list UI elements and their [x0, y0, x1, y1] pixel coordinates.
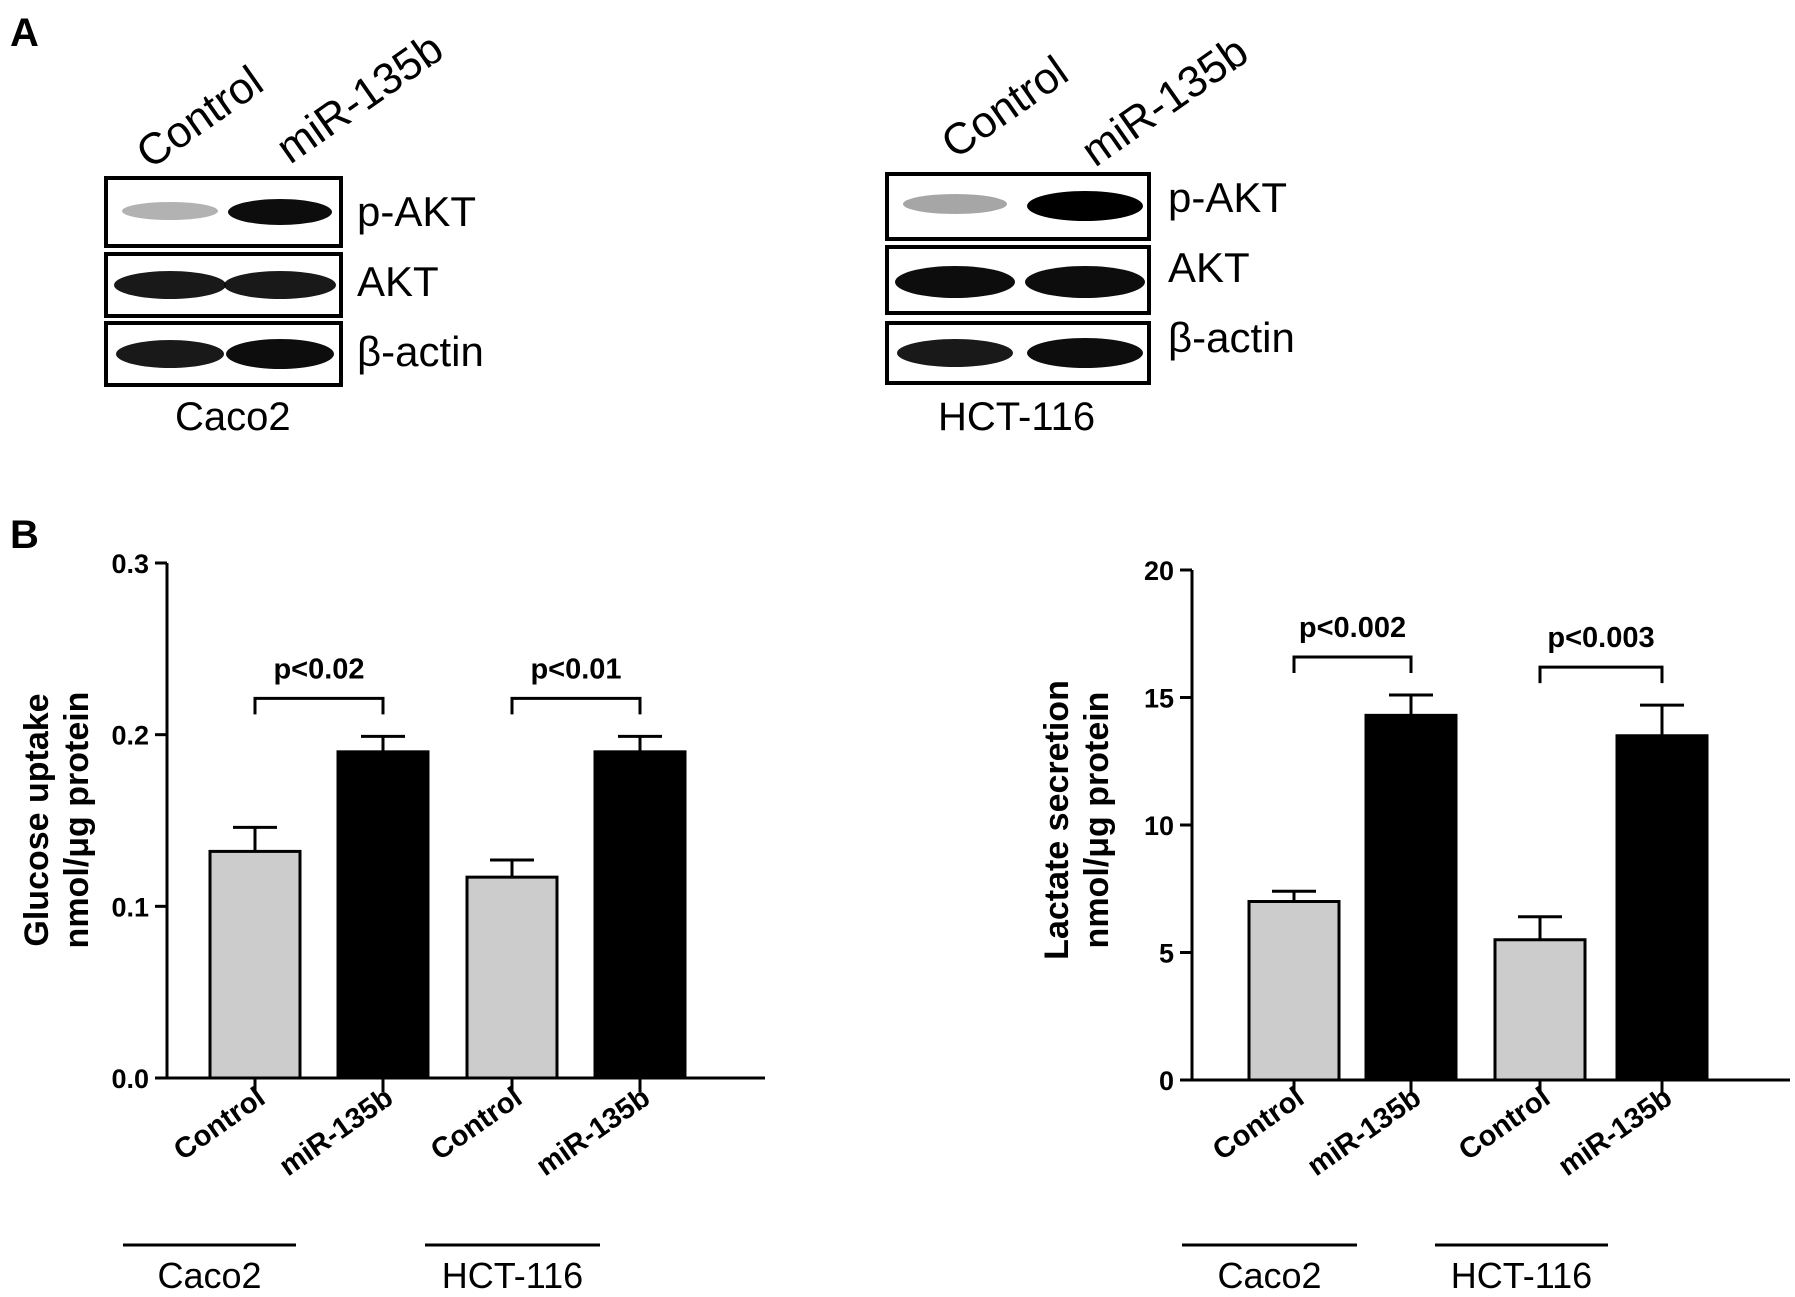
band-beta-actin-control [897, 339, 1013, 367]
band-p-akt-control [903, 194, 1007, 214]
y-tick-label: 20 [1144, 556, 1174, 586]
panel-b-letter: B [10, 513, 39, 557]
x-category-label: miR-135b [531, 1082, 656, 1183]
p-value-label: p<0.01 [530, 653, 621, 685]
bar [465, 875, 559, 1080]
y-axis-unit-label: nmol/μg protein [58, 692, 96, 949]
x-category-label: Control [1453, 1082, 1556, 1167]
group-label: Caco2 [1217, 1255, 1321, 1296]
band-beta-actin-mir-135b [226, 339, 334, 369]
band-akt-mir-135b [1025, 266, 1145, 298]
significance-bracket [1538, 665, 1664, 684]
x-category-label: miR-135b [1302, 1082, 1427, 1183]
y-tick-label: 0 [1159, 1066, 1174, 1096]
lane-label-control: Control [128, 57, 272, 178]
y-tick-label: 0.3 [111, 549, 149, 579]
x-category-label: Control [168, 1082, 271, 1167]
lane-label-mir-135b: miR-135b [1073, 27, 1257, 177]
y-tick-label: 0.1 [111, 892, 149, 922]
band-label-p-akt: p-AKT [1168, 174, 1287, 221]
y-axis-unit-label: nmol/μg protein [1078, 692, 1116, 949]
x-category-label: miR-135b [274, 1082, 399, 1183]
bar [1364, 713, 1458, 1082]
bar [593, 750, 687, 1080]
y-tick-label: 10 [1144, 811, 1174, 841]
glucose-uptake-chart: 0.0 0.1 0.2 0.3 Glucose uptake nmol/μg protei… [18, 549, 765, 1296]
lactate-secretion-chart: 0 5 10 15 20 Lactate secretion nmol/μg protein… [1038, 556, 1790, 1296]
significance-bracket [253, 696, 385, 715]
band-label-akt: AKT [1168, 244, 1250, 291]
bar [208, 849, 302, 1080]
p-value-label: p<0.02 [273, 653, 364, 685]
band-beta-actin-control [116, 340, 224, 368]
bar [336, 750, 430, 1080]
lane-label-control: Control [933, 47, 1077, 168]
y-tick-label: 5 [1159, 939, 1174, 969]
group-label: HCT-116 [442, 1255, 583, 1296]
band-label-akt: AKT [357, 258, 439, 305]
lane-label-mir-135b: miR-135b [268, 24, 452, 174]
band-akt-mir-135b [224, 271, 336, 299]
significance-bracket [1292, 655, 1413, 673]
x-category-label: Control [1207, 1082, 1310, 1167]
bar [1247, 900, 1341, 1082]
y-tick-label: 0.2 [111, 721, 149, 751]
y-tick-label: 0.0 [111, 1064, 149, 1094]
blot-caco2: Control miR-135b p-AKT AKT β-actin Caco2 [104, 24, 484, 439]
band-beta-actin-mir-135b [1027, 338, 1143, 368]
band-p-akt-mir-135b [228, 199, 332, 225]
p-value-label: p<0.003 [1547, 622, 1654, 654]
cell-line-label-caco2: Caco2 [175, 395, 291, 439]
band-label-beta-actin: β-actin [1168, 314, 1295, 361]
bar [1493, 938, 1587, 1082]
band-akt-control [114, 271, 226, 299]
group-label: HCT-116 [1451, 1255, 1592, 1296]
cell-line-label-hct-116: HCT-116 [938, 395, 1095, 439]
band-label-beta-actin: β-actin [357, 328, 484, 375]
band-label-p-akt: p-AKT [357, 188, 476, 235]
y-axis-label: Lactate secretion [1038, 680, 1076, 960]
band-p-akt-control [122, 202, 218, 220]
y-axis-label: Glucose uptake [18, 693, 56, 946]
p-value-label: p<0.002 [1299, 612, 1406, 644]
x-category-label: miR-135b [1553, 1082, 1678, 1183]
blot-hct-116: Control miR-135b p-AKT AKT β-actin HCT-1… [885, 27, 1295, 439]
x-category-label: Control [425, 1082, 528, 1167]
significance-bracket [510, 696, 642, 715]
y-tick-label: 15 [1144, 684, 1174, 714]
band-p-akt-mir-135b [1027, 191, 1143, 221]
band-akt-control [895, 266, 1015, 298]
panel-a-letter: A [10, 11, 39, 55]
bar [1615, 734, 1709, 1082]
group-label: Caco2 [157, 1255, 261, 1296]
